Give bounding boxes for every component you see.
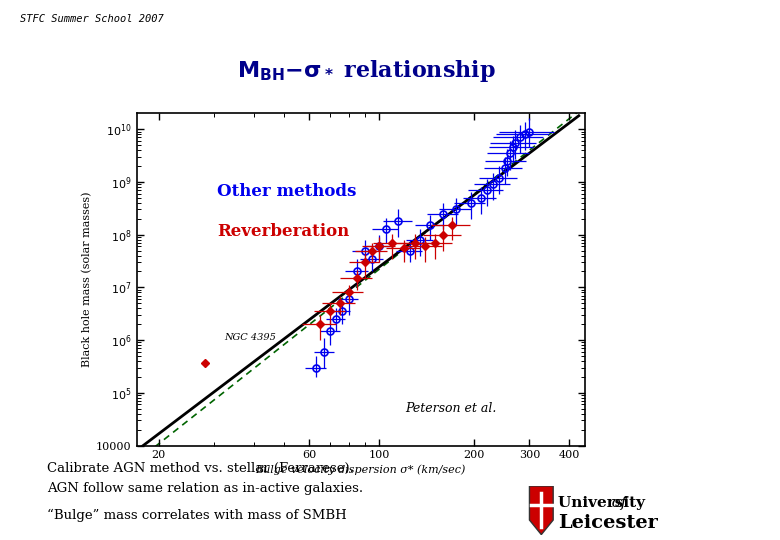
Text: AGN follow same relation as in-active galaxies.: AGN follow same relation as in-active ga… — [47, 482, 363, 495]
Y-axis label: Black hole mass (solar masses): Black hole mass (solar masses) — [82, 192, 92, 367]
Text: STFC Summer School 2007: STFC Summer School 2007 — [20, 14, 163, 24]
Text: Other methods: Other methods — [217, 184, 356, 200]
Text: Leicester: Leicester — [558, 514, 658, 532]
X-axis label: Bulge velocity dispersion σ* (km/sec): Bulge velocity dispersion σ* (km/sec) — [256, 464, 466, 475]
Text: $\mathbf{M}_{\mathbf{BH}}$$\mathbf{-\sigma_*}$ relationship: $\mathbf{M}_{\mathbf{BH}}$$\mathbf{-\sig… — [237, 58, 496, 84]
Text: NGC 4395: NGC 4395 — [224, 333, 276, 342]
Polygon shape — [530, 486, 553, 535]
Text: Peterson et al.: Peterson et al. — [406, 402, 497, 415]
Text: of: of — [558, 496, 626, 510]
Text: University: University — [558, 496, 650, 510]
Text: Calibrate AGN method vs. stellar (Ferrarese).: Calibrate AGN method vs. stellar (Ferrar… — [47, 462, 353, 475]
Text: Reverberation: Reverberation — [217, 223, 349, 240]
Text: “Bulge” mass correlates with mass of SMBH: “Bulge” mass correlates with mass of SMB… — [47, 509, 346, 522]
